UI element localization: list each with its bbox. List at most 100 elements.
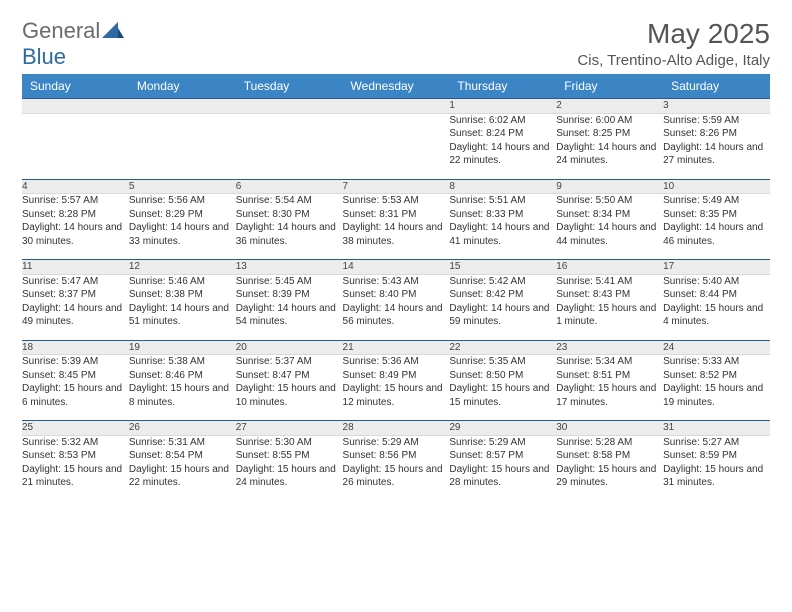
daylight-text: Daylight: 14 hours and 33 minutes.	[129, 221, 236, 248]
daylight-text: Daylight: 15 hours and 10 minutes.	[236, 382, 343, 409]
day-cell: Sunrise: 5:31 AMSunset: 8:54 PMDaylight:…	[129, 435, 236, 501]
page-title: May 2025	[577, 18, 770, 50]
sunset-text: Sunset: 8:26 PM	[663, 127, 770, 141]
day-number: 10	[663, 179, 770, 194]
day-number: 6	[236, 179, 343, 194]
sunrise-text: Sunrise: 5:33 AM	[663, 355, 770, 369]
sunset-text: Sunset: 8:46 PM	[129, 369, 236, 383]
title-block: May 2025 Cis, Trentino-Alto Adige, Italy	[577, 18, 770, 69]
sunset-text: Sunset: 8:59 PM	[663, 449, 770, 463]
daylight-text: Daylight: 15 hours and 1 minute.	[556, 302, 663, 329]
sunrise-text: Sunrise: 5:29 AM	[449, 436, 556, 450]
sunrise-text: Sunrise: 5:37 AM	[236, 355, 343, 369]
sunrise-text: Sunrise: 5:43 AM	[343, 275, 450, 289]
day-cell: Sunrise: 5:57 AMSunset: 8:28 PMDaylight:…	[22, 194, 129, 260]
sunset-text: Sunset: 8:45 PM	[22, 369, 129, 383]
day-number: 16	[556, 260, 663, 275]
day-cell: Sunrise: 5:27 AMSunset: 8:59 PMDaylight:…	[663, 435, 770, 501]
calendar-table: Sunday Monday Tuesday Wednesday Thursday…	[22, 74, 770, 501]
daylight-text: Daylight: 14 hours and 46 minutes.	[663, 221, 770, 248]
daylight-text: Daylight: 14 hours and 38 minutes.	[343, 221, 450, 248]
sunset-text: Sunset: 8:33 PM	[449, 208, 556, 222]
day-cell: Sunrise: 5:35 AMSunset: 8:50 PMDaylight:…	[449, 355, 556, 421]
sunrise-text: Sunrise: 5:34 AM	[556, 355, 663, 369]
weekday-header: Wednesday	[343, 74, 450, 99]
day-cell	[129, 113, 236, 179]
sunrise-text: Sunrise: 5:42 AM	[449, 275, 556, 289]
daylight-text: Daylight: 14 hours and 56 minutes.	[343, 302, 450, 329]
day-number-row: 18192021222324	[22, 340, 770, 355]
weekday-header: Saturday	[663, 74, 770, 99]
sunrise-text: Sunrise: 5:31 AM	[129, 436, 236, 450]
day-number: 8	[449, 179, 556, 194]
day-number: 11	[22, 260, 129, 275]
day-number: 26	[129, 421, 236, 436]
day-cell: Sunrise: 5:50 AMSunset: 8:34 PMDaylight:…	[556, 194, 663, 260]
sunset-text: Sunset: 8:52 PM	[663, 369, 770, 383]
sunset-text: Sunset: 8:31 PM	[343, 208, 450, 222]
day-number: 19	[129, 340, 236, 355]
daylight-text: Daylight: 14 hours and 54 minutes.	[236, 302, 343, 329]
day-number: 27	[236, 421, 343, 436]
day-cell: Sunrise: 5:36 AMSunset: 8:49 PMDaylight:…	[343, 355, 450, 421]
day-cell	[343, 113, 450, 179]
sunset-text: Sunset: 8:39 PM	[236, 288, 343, 302]
day-number-row: 123	[22, 99, 770, 114]
day-cell: Sunrise: 5:54 AMSunset: 8:30 PMDaylight:…	[236, 194, 343, 260]
sunset-text: Sunset: 8:53 PM	[22, 449, 129, 463]
day-cell	[22, 113, 129, 179]
day-content-row: Sunrise: 5:39 AMSunset: 8:45 PMDaylight:…	[22, 355, 770, 421]
sunset-text: Sunset: 8:55 PM	[236, 449, 343, 463]
sunrise-text: Sunrise: 5:28 AM	[556, 436, 663, 450]
sunrise-text: Sunrise: 5:46 AM	[129, 275, 236, 289]
day-cell: Sunrise: 5:39 AMSunset: 8:45 PMDaylight:…	[22, 355, 129, 421]
sunrise-text: Sunrise: 5:57 AM	[22, 194, 129, 208]
sunset-text: Sunset: 8:28 PM	[22, 208, 129, 222]
daylight-text: Daylight: 14 hours and 22 minutes.	[449, 141, 556, 168]
day-cell: Sunrise: 5:34 AMSunset: 8:51 PMDaylight:…	[556, 355, 663, 421]
daylight-text: Daylight: 15 hours and 29 minutes.	[556, 463, 663, 490]
sunset-text: Sunset: 8:57 PM	[449, 449, 556, 463]
sunrise-text: Sunrise: 5:40 AM	[663, 275, 770, 289]
logo-text-general: General	[22, 18, 100, 43]
sunset-text: Sunset: 8:51 PM	[556, 369, 663, 383]
weekday-header: Thursday	[449, 74, 556, 99]
sunrise-text: Sunrise: 5:36 AM	[343, 355, 450, 369]
day-number-row: 11121314151617	[22, 260, 770, 275]
day-cell	[236, 113, 343, 179]
daylight-text: Daylight: 14 hours and 44 minutes.	[556, 221, 663, 248]
sunrise-text: Sunrise: 5:41 AM	[556, 275, 663, 289]
calendar-body: 123Sunrise: 6:02 AMSunset: 8:24 PMDaylig…	[22, 99, 770, 502]
day-content-row: Sunrise: 5:47 AMSunset: 8:37 PMDaylight:…	[22, 274, 770, 340]
day-cell: Sunrise: 5:41 AMSunset: 8:43 PMDaylight:…	[556, 274, 663, 340]
header: GeneralBlue May 2025 Cis, Trentino-Alto …	[22, 18, 770, 70]
daylight-text: Daylight: 14 hours and 59 minutes.	[449, 302, 556, 329]
day-number: 23	[556, 340, 663, 355]
sunset-text: Sunset: 8:35 PM	[663, 208, 770, 222]
sunrise-text: Sunrise: 6:02 AM	[449, 114, 556, 128]
day-content-row: Sunrise: 5:32 AMSunset: 8:53 PMDaylight:…	[22, 435, 770, 501]
sunset-text: Sunset: 8:56 PM	[343, 449, 450, 463]
day-cell: Sunrise: 5:51 AMSunset: 8:33 PMDaylight:…	[449, 194, 556, 260]
sunset-text: Sunset: 8:54 PM	[129, 449, 236, 463]
day-number-row: 45678910	[22, 179, 770, 194]
daylight-text: Daylight: 14 hours and 24 minutes.	[556, 141, 663, 168]
daylight-text: Daylight: 14 hours and 49 minutes.	[22, 302, 129, 329]
day-number: 28	[343, 421, 450, 436]
sunrise-text: Sunrise: 5:49 AM	[663, 194, 770, 208]
sunset-text: Sunset: 8:29 PM	[129, 208, 236, 222]
weekday-header-row: Sunday Monday Tuesday Wednesday Thursday…	[22, 74, 770, 99]
sunrise-text: Sunrise: 5:29 AM	[343, 436, 450, 450]
sunrise-text: Sunrise: 5:45 AM	[236, 275, 343, 289]
day-cell: Sunrise: 6:00 AMSunset: 8:25 PMDaylight:…	[556, 113, 663, 179]
day-number: 17	[663, 260, 770, 275]
sunrise-text: Sunrise: 5:35 AM	[449, 355, 556, 369]
daylight-text: Daylight: 15 hours and 21 minutes.	[22, 463, 129, 490]
sunset-text: Sunset: 8:50 PM	[449, 369, 556, 383]
day-number	[236, 99, 343, 114]
day-cell: Sunrise: 5:43 AMSunset: 8:40 PMDaylight:…	[343, 274, 450, 340]
sunset-text: Sunset: 8:37 PM	[22, 288, 129, 302]
day-cell: Sunrise: 5:47 AMSunset: 8:37 PMDaylight:…	[22, 274, 129, 340]
sunset-text: Sunset: 8:25 PM	[556, 127, 663, 141]
daylight-text: Daylight: 15 hours and 12 minutes.	[343, 382, 450, 409]
